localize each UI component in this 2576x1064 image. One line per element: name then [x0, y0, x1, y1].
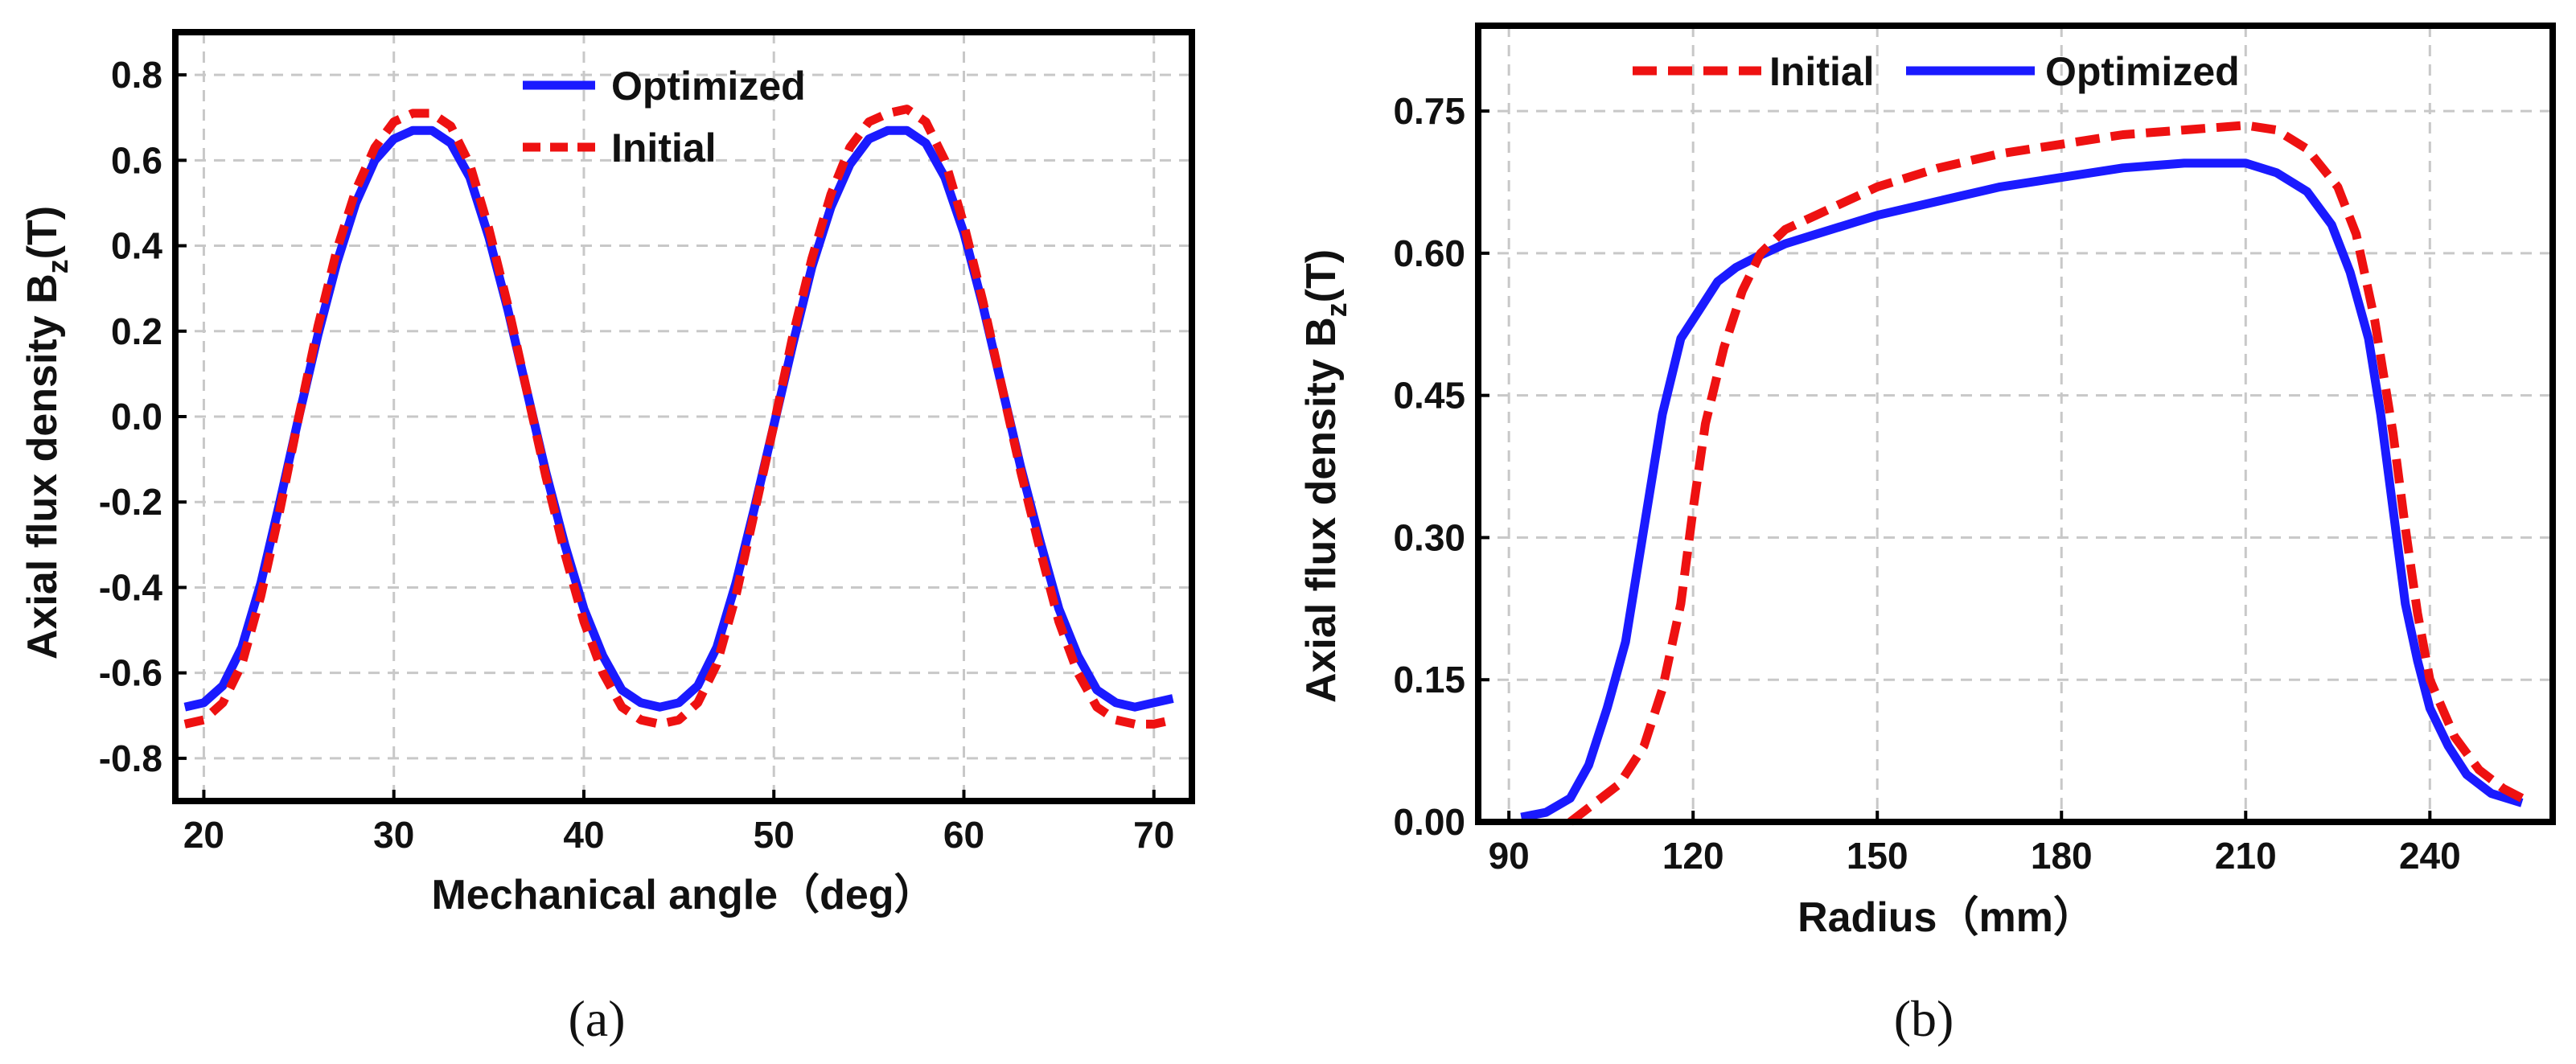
panel-a-x-tick-label: 70 — [1133, 814, 1174, 856]
panel-b-y-tick-label: 0.00 — [1393, 801, 1465, 843]
panel-b-x-tick-label: 90 — [1489, 835, 1530, 877]
panel-a-x-axis-title: Mechanical angle（deg） — [431, 872, 935, 918]
panel-a-caption: (a) — [568, 990, 625, 1047]
panel-a-series — [183, 105, 1174, 729]
panel-a-y-tick-label: 0.0 — [111, 396, 162, 438]
panel-a-legend: Optimized Initial — [523, 64, 806, 170]
panel-a-x-ticks: 20 30 40 50 60 70 — [183, 790, 1174, 856]
panel-b-legend-label-optimized: Optimized — [2045, 49, 2240, 94]
panel-a-y-tick-label: 0.8 — [111, 54, 162, 96]
panel-b-y-axis-subscript: z — [1320, 302, 1353, 317]
panel-a-y-ticks: 0.8 0.6 0.4 0.2 0.0 -0.2 -0.4 -0.6 -0.8 — [99, 54, 187, 779]
panel-a-legend-label-optimized: Optimized — [611, 64, 806, 109]
panel-a-y-tick-label: 0.4 — [111, 225, 162, 267]
panel-b-series — [1520, 121, 2525, 826]
panel-a-x-tick-label: 60 — [943, 814, 984, 856]
panel-a-y-tick-label: -0.4 — [99, 566, 163, 608]
panel-b-legend: Initial Optimized — [1633, 49, 2240, 94]
panel-a-x-tick-label: 20 — [183, 814, 224, 856]
panel-b-x-tick-label: 240 — [2399, 835, 2461, 877]
panel-a-y-axis-subscript: z — [41, 259, 74, 273]
panel-b-x-ticks: 90 120 150 180 210 240 — [1489, 811, 2461, 877]
panel-a-legend-label-initial: Initial — [611, 125, 717, 170]
panel-b-y-tick-label: 0.15 — [1393, 659, 1465, 700]
panel-b-y-tick-label: 0.30 — [1393, 516, 1465, 558]
panel-a-y-tick-label: -0.8 — [99, 737, 162, 779]
panel-b-x-tick-label: 150 — [1847, 835, 1908, 877]
panel-b-caption: (b) — [1894, 990, 1954, 1047]
panel-b-series-initial — [1567, 121, 2525, 826]
panel-a-y-axis-label: Axial flux density B — [19, 273, 66, 659]
panel-b-chart: 90 120 150 180 210 240 0.750.600.450.300.150.… — [1298, 23, 2556, 1047]
panel-a-gridlines — [175, 32, 1192, 801]
panel-a-x-tick-label: 40 — [563, 814, 604, 856]
panel-a-y-tick-label: 0.2 — [111, 310, 162, 352]
panel-b-plot-frame — [1475, 23, 2556, 825]
panel-b-y-axis-title: Axial flux density Bz(T) — [1298, 249, 1353, 703]
panel-a-series-initial — [183, 105, 1174, 729]
panel-a-y-tick-label: 0.6 — [111, 139, 162, 181]
panel-b-x-tick-label: 120 — [1662, 835, 1724, 877]
panel-b-series-optimized — [1520, 158, 2524, 822]
panel-b-x-tick-label: 210 — [2215, 835, 2277, 877]
panel-b-x-axis-title: Radius（mm） — [1797, 894, 2095, 941]
panel-b-y-axis-unit: (T) — [1298, 249, 1345, 302]
panel-b-y-tick-label: 0.45 — [1393, 375, 1465, 417]
panel-a-chart: 20 30 40 50 60 70 0.8 0.6 0.4 0.2 0.0 -0.2 -0.4 -0.6… — [19, 29, 1195, 1047]
panel-b-y-tick-label: 0.60 — [1393, 232, 1465, 274]
panel-a-y-tick-label: -0.2 — [99, 481, 162, 523]
panel-a-y-axis-unit: (T) — [19, 206, 66, 259]
panel-a-y-axis-title: Axial flux density Bz(T) — [19, 206, 74, 659]
panel-b-y-ticks: 0.75 0.60 0.45 0.30 0.15 0.00 — [1393, 90, 1489, 843]
panel-a-x-tick-label: 30 — [373, 814, 414, 856]
panel-b-y-axis-label: Axial flux density B — [1298, 317, 1345, 703]
panel-b-y-tick-label: 0.75 — [1393, 90, 1465, 132]
panel-b-legend-label-initial: Initial — [1769, 49, 1875, 94]
panel-a-y-tick-label: -0.6 — [99, 652, 162, 694]
panel-b-x-tick-label: 180 — [2031, 835, 2093, 877]
panel-a-x-tick-label: 50 — [754, 814, 795, 856]
